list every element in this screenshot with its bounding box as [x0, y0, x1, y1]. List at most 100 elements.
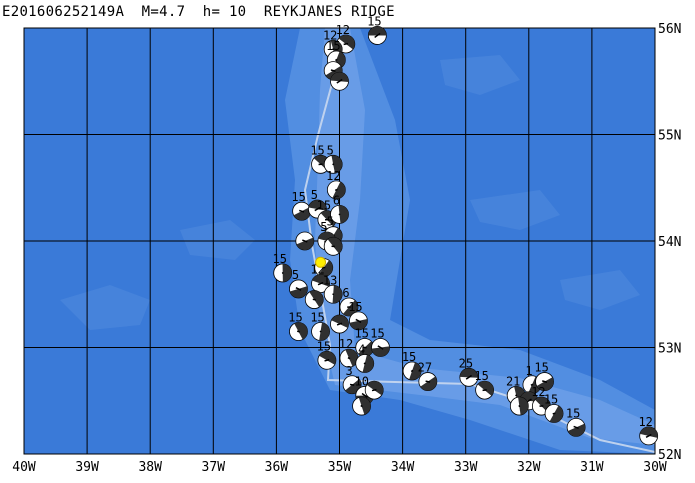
beachball-quadrant: [289, 286, 308, 298]
lon-tick-label: 39W: [75, 460, 99, 475]
beachball-quadrant: [477, 381, 494, 396]
ridge-crest-zone: [315, 28, 655, 445]
focal-mechanism: 12: [531, 385, 551, 416]
beachball-quadrant: [332, 181, 346, 199]
beachball-quadrant: [349, 319, 368, 330]
beachball-axis: [336, 78, 343, 84]
focal-mechanism: 15: [474, 369, 495, 400]
beachball-axis: [465, 374, 472, 380]
depth-label: 5: [327, 215, 334, 229]
beachball-quadrant: [308, 200, 327, 211]
beachball-axis: [312, 298, 316, 301]
beachball-axis: [331, 48, 335, 51]
beachball-quadrant: [309, 290, 324, 308]
depth-label: 5: [320, 220, 327, 234]
focal-mechanism: 15: [291, 190, 312, 221]
depth-label: 12: [638, 415, 652, 429]
beachball-axis: [299, 209, 305, 213]
beachball-quadrant: [366, 381, 384, 396]
focal-mechanism: 25: [459, 356, 479, 387]
beachball-axis: [343, 42, 349, 46]
depth-label: 6: [333, 193, 340, 207]
focal-mechanism: [323, 236, 343, 256]
depth-label: 15: [367, 14, 381, 28]
beachball-axis: [361, 392, 368, 398]
focal-mechanism: 6: [339, 286, 359, 317]
depth-label: 15: [326, 39, 340, 53]
beachball-axis: [530, 383, 534, 386]
beachball-quadrant: [296, 237, 314, 250]
depth-label: 12: [531, 385, 545, 399]
beachball-quadrant: [293, 207, 311, 221]
beachball-quadrant: [358, 341, 374, 357]
beachball-axis: [363, 362, 366, 365]
beachball-axis: [552, 412, 556, 415]
focal-mechanism: 15: [348, 300, 368, 331]
beachball-axis: [338, 213, 341, 216]
depth-label: 10: [355, 374, 369, 388]
beachball-axis: [377, 345, 384, 350]
beachball-quadrant: [409, 362, 422, 380]
beachball-quadrant: [332, 285, 343, 304]
depth-label: 5: [327, 143, 334, 157]
beachball-quadrant: [362, 354, 374, 373]
depth-label: 5: [292, 268, 299, 282]
beachball-axis: [645, 433, 652, 438]
depth-label: 15: [474, 369, 488, 383]
beachball-axis: [296, 330, 300, 333]
focal-mechanism: 15: [402, 350, 422, 381]
depth-label: 15: [291, 190, 305, 204]
depth-label: 12: [339, 337, 353, 351]
lon-tick-label: 38W: [138, 460, 162, 475]
beachball-quadrant: [368, 26, 387, 36]
focal-mechanism: 15: [566, 406, 586, 437]
beachball-axis: [317, 281, 324, 286]
map-frame: [23, 27, 656, 455]
lon-tick-label: 32W: [517, 460, 541, 475]
focal-mechanism: 15: [367, 14, 387, 45]
depth-label: 15: [566, 406, 580, 420]
focal-mechanism: 6: [330, 193, 349, 224]
beachball-axis: [332, 163, 335, 166]
focal-mechanism: 27: [418, 361, 438, 391]
beachball-quadrant: [338, 34, 355, 50]
focal-mechanism: 12: [326, 169, 346, 200]
beachball-quadrant: [459, 368, 478, 378]
lat-tick-label: 56N: [658, 22, 681, 37]
seamount-patch: [60, 285, 150, 330]
lat-tick-label: 52N: [658, 448, 681, 463]
seamount-patch: [560, 270, 640, 310]
focal-mechanism: 15: [317, 339, 337, 370]
focal-mechanism: [330, 71, 349, 91]
depth-label: 15: [288, 311, 302, 325]
focal-mechanism: [304, 290, 324, 309]
depth-label: 15: [534, 361, 548, 375]
seamount-patch: [470, 190, 560, 230]
beachball-quadrant: [371, 346, 390, 357]
beachball-quadrant: [330, 72, 349, 83]
beachball-quadrant: [338, 205, 349, 224]
beachball-quadrant: [536, 377, 554, 391]
focal-mechanism: 12: [638, 415, 659, 446]
depth-label: 15: [402, 350, 416, 364]
lon-tick-label: 33W: [454, 460, 478, 475]
beachball-quadrant: [518, 397, 529, 415]
beachball-axis: [319, 330, 322, 333]
beachball-quadrant: [331, 315, 349, 328]
beachball-axis: [336, 322, 343, 326]
beachball-axis: [371, 388, 377, 392]
focal-mechanism: [509, 396, 529, 416]
seamount-patch: [180, 220, 255, 260]
depth-label: 15: [317, 339, 331, 353]
depth-label: 3: [346, 364, 353, 378]
beachball-axis: [302, 239, 308, 243]
focal-mechanism: 15: [310, 311, 330, 341]
lat-tick-label: 54N: [658, 235, 681, 250]
depth-label: 15: [272, 252, 286, 266]
lon-tick-label: 40W: [12, 460, 36, 475]
depth-label: 5: [311, 188, 318, 202]
beachball-axis: [515, 394, 518, 397]
seamount-patch: [440, 55, 520, 95]
